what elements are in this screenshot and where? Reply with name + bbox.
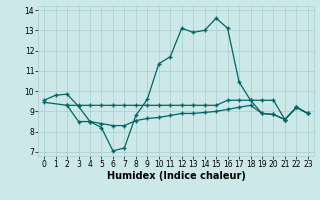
X-axis label: Humidex (Indice chaleur): Humidex (Indice chaleur) — [107, 171, 245, 181]
